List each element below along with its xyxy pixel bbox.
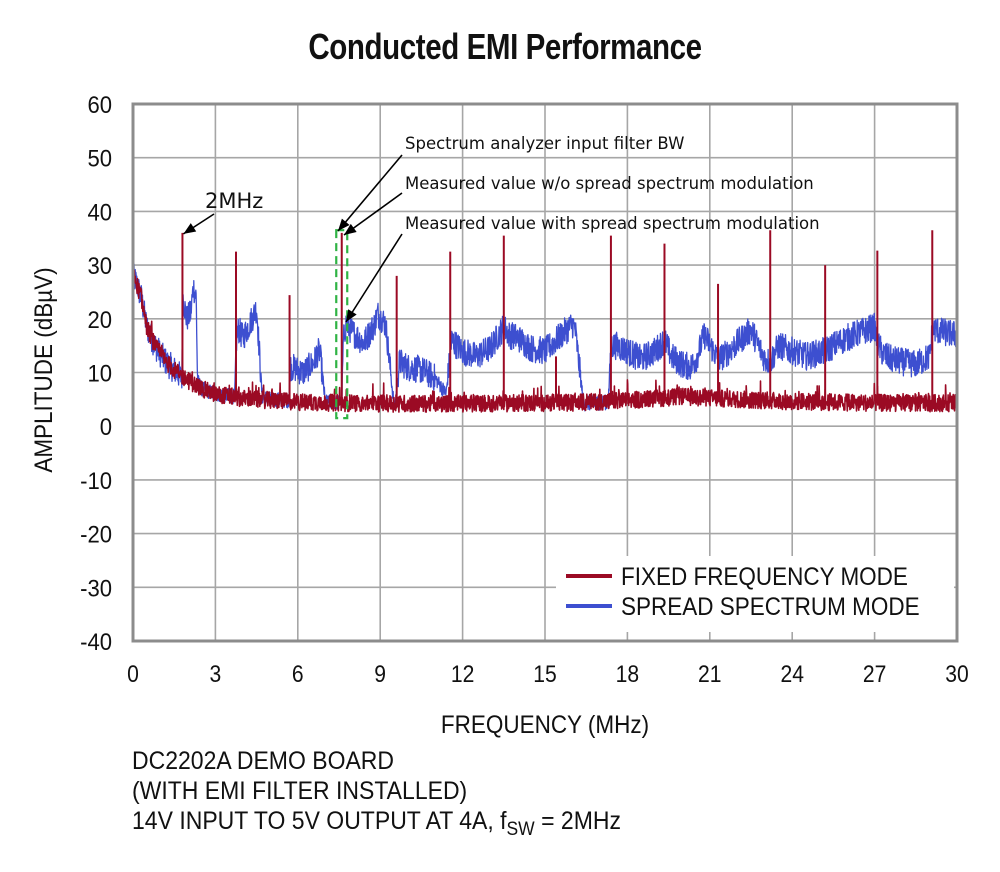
x-tick-label: 3	[210, 661, 222, 688]
arrow-filter-bw-head	[338, 218, 350, 231]
plot-frame	[131, 102, 959, 643]
footnote: DC2202A DEMO BOARD (WITH EMI FILTER INST…	[132, 746, 621, 845]
plot-traces	[132, 229, 958, 420]
footnote-line-3-prefix: 14V INPUT TO 5V OUTPUT AT 4A, f	[132, 807, 507, 835]
arrow-2mhz-head	[183, 223, 197, 234]
x-tick-label: 30	[945, 661, 968, 688]
footnote-line-2: (WITH EMI FILTER INSTALLED)	[132, 777, 468, 805]
y-tick-label: -10	[80, 467, 112, 494]
y-tick-label: -40	[80, 628, 112, 655]
x-tick-label: 27	[863, 661, 886, 688]
arrow-with-spread	[345, 233, 403, 323]
legend-label-fixed: FIXED FREQUENCY MODE	[621, 563, 908, 591]
x-tick-label: 6	[292, 661, 304, 688]
annotation-2mhz: 2MHz	[205, 189, 263, 213]
legend-label-spread: SPREAD SPECTRUM MODE	[621, 593, 920, 621]
x-tick-label: 24	[780, 661, 803, 688]
x-tick-label: 12	[451, 661, 474, 688]
x-tick-label: 15	[533, 661, 556, 688]
y-tick-label: 10	[87, 360, 112, 387]
y-tick-label: -30	[80, 574, 112, 601]
plot-border	[131, 102, 959, 643]
x-tick-label: 9	[374, 661, 386, 688]
x-axis-label: FREQUENCY (MHz)	[441, 711, 649, 739]
chart-title: Conducted EMI Performance	[308, 26, 702, 67]
x-axis-ticks: 0 3 6 9 12 15 18 21 24 27 30	[127, 661, 969, 688]
y-tick-label: 20	[87, 306, 112, 333]
y-axis-ticks: 60 50 40 30 20 10 0 -10 -20 -30 -40	[80, 91, 112, 655]
x-tick-label: 18	[616, 661, 639, 688]
x-tick-label: 21	[698, 661, 721, 688]
legend-box	[556, 556, 954, 632]
annotation-without-spread: Measured value w/o spread spectrum modul…	[405, 174, 814, 193]
arrow-with-spread-head	[346, 309, 357, 322]
footnote-line-1: DC2202A DEMO BOARD	[132, 747, 395, 775]
annotation-filter-bw: Spectrum analyzer input filter BW	[405, 134, 684, 153]
y-tick-label: 50	[87, 145, 112, 172]
y-tick-label: 60	[87, 91, 112, 118]
x-tick-label: 0	[127, 661, 139, 688]
y-tick-label: -20	[80, 521, 112, 548]
y-tick-label: 40	[87, 199, 112, 226]
fixed-frequency-trace	[132, 269, 958, 413]
footnote-subscript: SW	[506, 819, 535, 840]
annotation-with-spread: Measured value with spread spectrum modu…	[405, 214, 820, 233]
filter-bw-box	[335, 229, 349, 420]
footnote-line-3-suffix: = 2MHz	[534, 807, 621, 835]
y-tick-label: 30	[87, 252, 112, 279]
y-tick-label: 0	[100, 413, 112, 440]
footnote-line-3: 14V INPUT TO 5V OUTPUT AT 4A, fSW = 2MHz	[132, 806, 621, 845]
arrow-filter-bw	[337, 154, 403, 232]
arrow-without-spread-head	[344, 223, 357, 235]
annotations: 2MHz Spectrum analyzer input filter BW Mea…	[183, 134, 820, 323]
y-axis-label: AMPLITUDE (dBµV)	[30, 267, 58, 472]
